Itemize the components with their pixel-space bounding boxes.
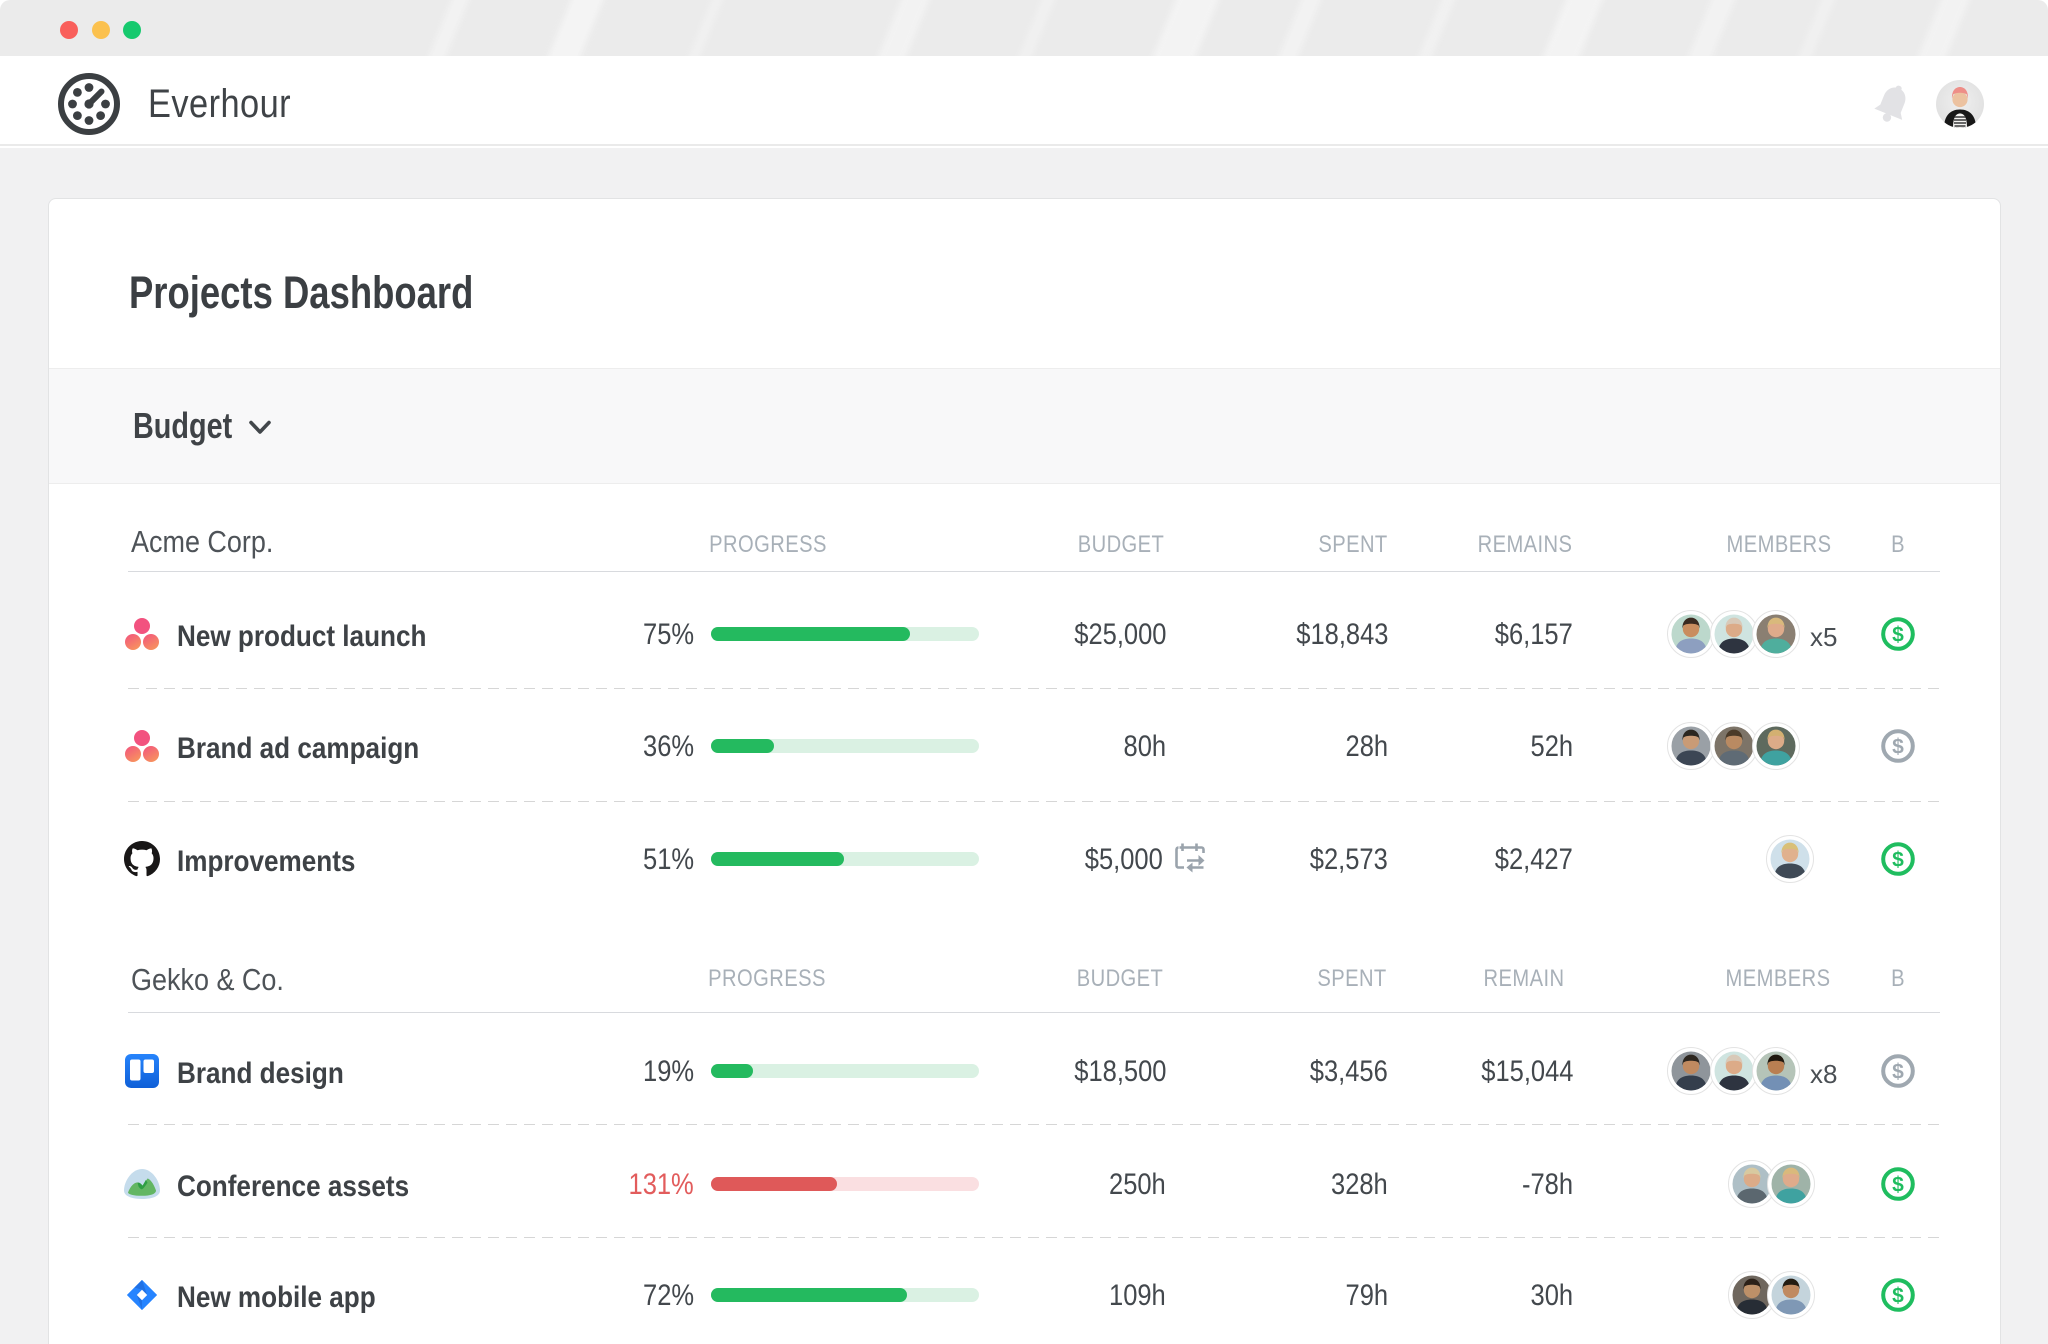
svg-text:$: $: [1892, 1061, 1904, 1084]
svg-text:$: $: [1892, 1285, 1904, 1308]
svg-text:$: $: [1892, 849, 1904, 872]
svg-text:$: $: [1892, 736, 1904, 759]
svg-text:$: $: [1892, 624, 1904, 647]
svg-text:$: $: [1892, 1174, 1904, 1197]
